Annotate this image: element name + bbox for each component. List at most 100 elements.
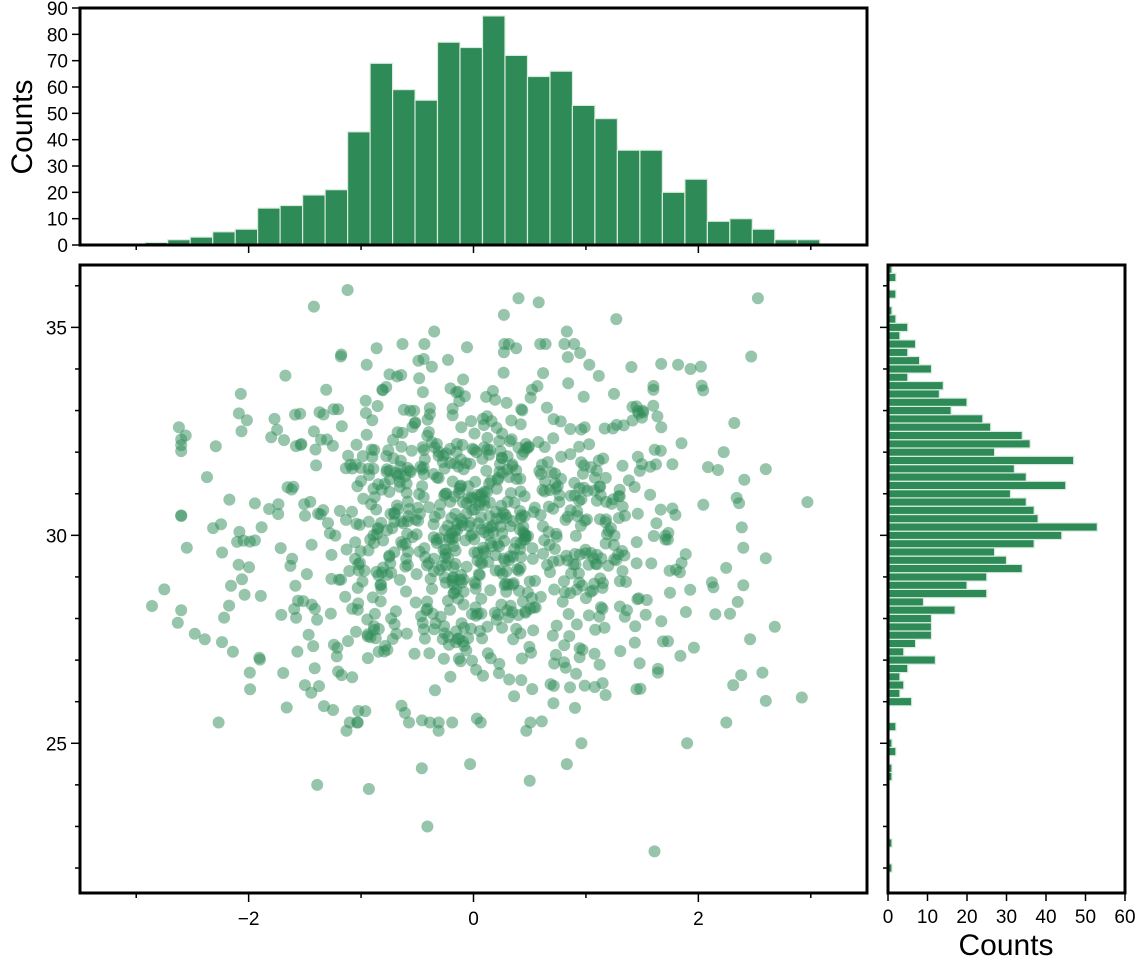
scatter-point xyxy=(751,292,764,305)
scatter-point xyxy=(675,437,688,450)
scatter-point xyxy=(513,584,525,597)
scatter-point xyxy=(702,461,714,474)
scatter-point xyxy=(727,679,740,692)
scatter-point xyxy=(236,573,248,586)
scatter-point xyxy=(232,407,245,420)
scatter-point xyxy=(326,439,339,452)
scatter-point xyxy=(549,467,561,480)
scatter-point xyxy=(307,640,320,653)
scatter-point xyxy=(630,557,643,570)
scatter-point xyxy=(417,353,430,365)
scatter-point xyxy=(512,292,525,305)
right-x-tick-label: 20 xyxy=(956,907,977,928)
scatter-point xyxy=(444,670,457,683)
right-histogram-bar xyxy=(887,464,1016,474)
scatter-point xyxy=(254,589,267,602)
top-y-tick-label: 30 xyxy=(47,157,68,178)
scatter-point xyxy=(568,338,581,350)
scatter-point xyxy=(368,491,381,504)
scatter-point xyxy=(657,635,669,648)
scatter-point xyxy=(559,661,572,674)
scatter-point xyxy=(309,443,322,456)
scatter-point xyxy=(396,338,409,350)
scatter-point xyxy=(370,342,383,355)
right-histogram-bar xyxy=(887,414,984,424)
scatter-point xyxy=(493,435,506,448)
scatter-point xyxy=(523,575,536,588)
scatter-point xyxy=(610,418,623,431)
scatter-point xyxy=(243,561,256,574)
scatter-point xyxy=(287,480,300,493)
scatter-point xyxy=(687,641,700,654)
top-histogram-bar xyxy=(324,189,349,246)
scatter-point xyxy=(433,532,446,545)
scatter-point xyxy=(548,542,561,555)
top-y-tick-label: 40 xyxy=(47,131,68,152)
scatter-point xyxy=(456,635,469,648)
scatter-point xyxy=(594,489,607,502)
scatter-point xyxy=(648,845,661,858)
scatter-point xyxy=(421,595,434,608)
scatter-point xyxy=(469,475,482,488)
scatter-point xyxy=(449,544,462,557)
scatter-point xyxy=(370,503,383,516)
top-histogram-bar xyxy=(639,149,664,246)
scatter-point xyxy=(497,308,510,321)
scatter-point xyxy=(146,600,158,612)
right-histogram-bar xyxy=(887,638,917,649)
scatter-point xyxy=(275,608,288,621)
scatter-point xyxy=(526,683,539,696)
scatter-point xyxy=(512,564,525,577)
top-histogram-bar xyxy=(279,204,304,246)
scatter-point xyxy=(480,464,493,477)
right-histogram-xlabel: Counts xyxy=(958,929,1053,962)
scatter-point xyxy=(599,689,612,701)
scatter-point xyxy=(462,491,475,504)
scatter-point xyxy=(403,716,415,729)
scatter-point xyxy=(724,607,736,620)
scatter-point xyxy=(361,613,374,626)
scatter-point xyxy=(349,458,362,471)
scatter-point xyxy=(744,633,757,646)
right-histogram-bar xyxy=(887,680,905,690)
right-histogram-bar xyxy=(887,422,992,432)
scatter-point xyxy=(351,603,364,616)
scatter-point xyxy=(500,396,513,409)
scatter-point xyxy=(564,681,576,694)
top-histogram-ylabel: Counts xyxy=(6,79,39,174)
right-histogram-bar xyxy=(887,497,1027,507)
scatter-point xyxy=(616,545,629,557)
scatter-point xyxy=(610,313,623,326)
scatter-point xyxy=(720,716,733,729)
scatter-point xyxy=(278,434,290,447)
scatter-point xyxy=(655,421,668,434)
scatter-point xyxy=(578,679,591,692)
scatter-point xyxy=(376,384,389,397)
top-histogram-bar xyxy=(526,75,551,246)
scatter-point xyxy=(679,606,692,618)
scatter-point xyxy=(589,623,602,636)
scatter-point xyxy=(452,460,465,473)
scatter-point xyxy=(188,627,201,640)
scatter-point xyxy=(484,584,497,597)
scatter-point xyxy=(528,501,541,514)
scatter-point xyxy=(339,590,352,603)
scatter-point xyxy=(515,674,528,687)
scatter-point xyxy=(416,480,429,493)
scatter-point xyxy=(539,338,552,350)
right-histogram-bar xyxy=(887,646,905,657)
scatter-point xyxy=(400,486,413,499)
scatter-point xyxy=(397,517,410,530)
scatter-point xyxy=(359,705,372,718)
scatter-point xyxy=(477,541,490,554)
scatter-point xyxy=(547,432,560,445)
scatter-point xyxy=(389,605,402,618)
top-histogram-bar xyxy=(302,194,326,246)
top-histogram-bar xyxy=(729,218,753,246)
scatter-point xyxy=(563,630,576,643)
scatter-point xyxy=(426,582,438,595)
scatter-point xyxy=(648,443,661,456)
scatter-point xyxy=(450,437,463,450)
scatter-point xyxy=(411,501,424,514)
scatter-point xyxy=(717,446,730,459)
